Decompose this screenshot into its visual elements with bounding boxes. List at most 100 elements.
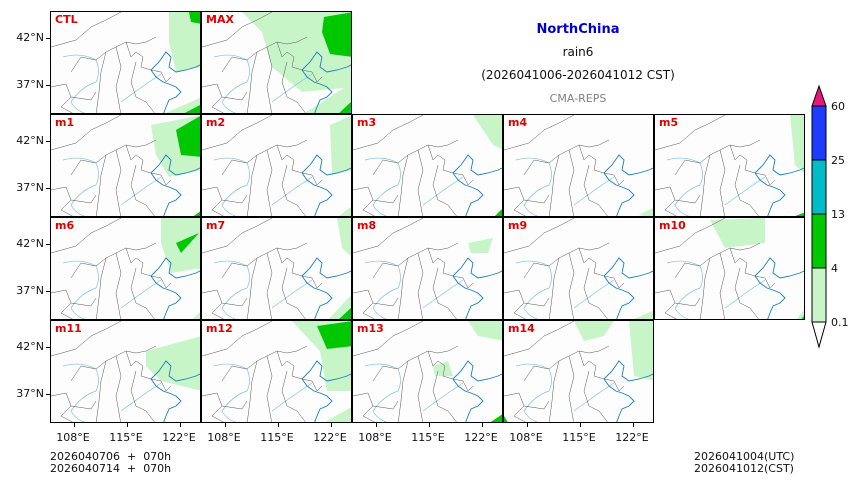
xtick-108e: 108°E bbox=[56, 431, 90, 444]
panel-max: MAX bbox=[201, 11, 352, 114]
xtick-mark bbox=[74, 423, 75, 427]
region-title: NorthChina bbox=[536, 22, 620, 37]
panel-label: m11 bbox=[55, 322, 82, 335]
colorbar-label-4: 4 bbox=[831, 262, 838, 275]
panel-m12: m12 bbox=[201, 320, 352, 423]
map-m8 bbox=[353, 218, 502, 319]
colorbar-label-0.1: 0.1 bbox=[831, 316, 849, 329]
panel-label: MAX bbox=[206, 13, 234, 26]
valid-utc: 2026041004(UTC) bbox=[694, 450, 795, 463]
ytick-mark bbox=[46, 188, 50, 189]
panel-label: m10 bbox=[659, 219, 686, 232]
panel-m10: m10 bbox=[654, 217, 805, 320]
map-m2 bbox=[202, 115, 351, 216]
map-m6 bbox=[51, 218, 200, 319]
xtick-115e: 115°E bbox=[109, 431, 143, 444]
xtick-mark bbox=[278, 423, 279, 427]
xtick-122e: 122°E bbox=[313, 431, 347, 444]
map-m9 bbox=[504, 218, 653, 319]
xtick-108e: 108°E bbox=[358, 431, 392, 444]
panel-label: m5 bbox=[659, 116, 679, 129]
xtick-mark bbox=[180, 423, 181, 427]
xtick-122e: 122°E bbox=[615, 431, 649, 444]
panel-label: m8 bbox=[357, 219, 377, 232]
ytick-mark bbox=[46, 141, 50, 142]
xtick-mark bbox=[127, 423, 128, 427]
panel-label: m6 bbox=[55, 219, 75, 232]
panel-label: m2 bbox=[206, 116, 226, 129]
colorbar-graphic bbox=[811, 84, 827, 349]
panel-label: m12 bbox=[206, 322, 233, 335]
xtick-115e: 115°E bbox=[411, 431, 445, 444]
map-m13 bbox=[353, 321, 502, 422]
xtick-122e: 122°E bbox=[162, 431, 196, 444]
xtick-mark bbox=[376, 423, 377, 427]
ytick-mark bbox=[46, 38, 50, 39]
ytick-37n: 37°N bbox=[16, 181, 44, 194]
ytick-42n: 42°N bbox=[16, 134, 44, 147]
panel-m14: m14 bbox=[503, 320, 654, 423]
panel-m9: m9 bbox=[503, 217, 654, 320]
panel-label: m14 bbox=[508, 322, 535, 335]
map-m7 bbox=[202, 218, 351, 319]
panel-m5: m5 bbox=[654, 114, 805, 217]
map-ctl bbox=[51, 12, 200, 113]
map-max bbox=[202, 12, 351, 113]
map-m14 bbox=[504, 321, 653, 422]
ytick-37n: 37°N bbox=[16, 284, 44, 297]
init-time-info: 2026040706 + 070h 2026040714 + 070h bbox=[50, 451, 171, 475]
panel-label: m13 bbox=[357, 322, 384, 335]
ytick-mark bbox=[46, 244, 50, 245]
valid-time-info: 2026041004(UTC) 2026041012(CST) bbox=[694, 451, 794, 475]
ytick-42n: 42°N bbox=[16, 31, 44, 44]
xtick-115e: 115°E bbox=[562, 431, 596, 444]
map-m1 bbox=[51, 115, 200, 216]
map-m5 bbox=[655, 115, 804, 216]
colorbar-label-13: 13 bbox=[831, 208, 845, 221]
init-line-2: 2026040714 + 070h bbox=[50, 462, 172, 475]
map-m10 bbox=[655, 218, 804, 319]
xtick-mark bbox=[429, 423, 430, 427]
xtick-108e: 108°E bbox=[207, 431, 241, 444]
xtick-mark bbox=[225, 423, 226, 427]
xtick-mark bbox=[633, 423, 634, 427]
ytick-37n: 37°N bbox=[16, 387, 44, 400]
colorbar-label-60: 60 bbox=[831, 100, 845, 113]
panel-m7: m7 bbox=[201, 217, 352, 320]
xtick-mark bbox=[580, 423, 581, 427]
panel-label: CTL bbox=[55, 13, 78, 26]
ytick-mark bbox=[46, 394, 50, 395]
panel-label: m7 bbox=[206, 219, 226, 232]
ytick-mark bbox=[46, 85, 50, 86]
panel-label: m1 bbox=[55, 116, 75, 129]
variable-title: rain6 bbox=[562, 45, 594, 59]
valid-cst: 2026041012(CST) bbox=[694, 462, 794, 475]
ytick-42n: 42°N bbox=[16, 340, 44, 353]
map-m4 bbox=[504, 115, 653, 216]
init-line-1: 2026040706 + 070h bbox=[50, 450, 172, 463]
xtick-115e: 115°E bbox=[260, 431, 294, 444]
panel-m2: m2 bbox=[201, 114, 352, 217]
ytick-mark bbox=[46, 291, 50, 292]
panel-m4: m4 bbox=[503, 114, 654, 217]
panel-m11: m11 bbox=[50, 320, 201, 423]
map-m3 bbox=[353, 115, 502, 216]
panel-m13: m13 bbox=[352, 320, 503, 423]
panel-ctl: CTL bbox=[50, 11, 201, 114]
xtick-mark bbox=[331, 423, 332, 427]
panel-m1: m1 bbox=[50, 114, 201, 217]
xtick-108e: 108°E bbox=[509, 431, 543, 444]
ytick-mark bbox=[46, 347, 50, 348]
model-title: CMA-REPS bbox=[549, 92, 607, 105]
xtick-122e: 122°E bbox=[464, 431, 498, 444]
xtick-mark bbox=[482, 423, 483, 427]
panel-label: m3 bbox=[357, 116, 377, 129]
map-m12 bbox=[202, 321, 351, 422]
ytick-37n: 37°N bbox=[16, 78, 44, 91]
xtick-mark bbox=[527, 423, 528, 427]
panel-label: m9 bbox=[508, 219, 528, 232]
panel-label: m4 bbox=[508, 116, 528, 129]
panel-m6: m6 bbox=[50, 217, 201, 320]
ytick-42n: 42°N bbox=[16, 237, 44, 250]
panel-m8: m8 bbox=[352, 217, 503, 320]
